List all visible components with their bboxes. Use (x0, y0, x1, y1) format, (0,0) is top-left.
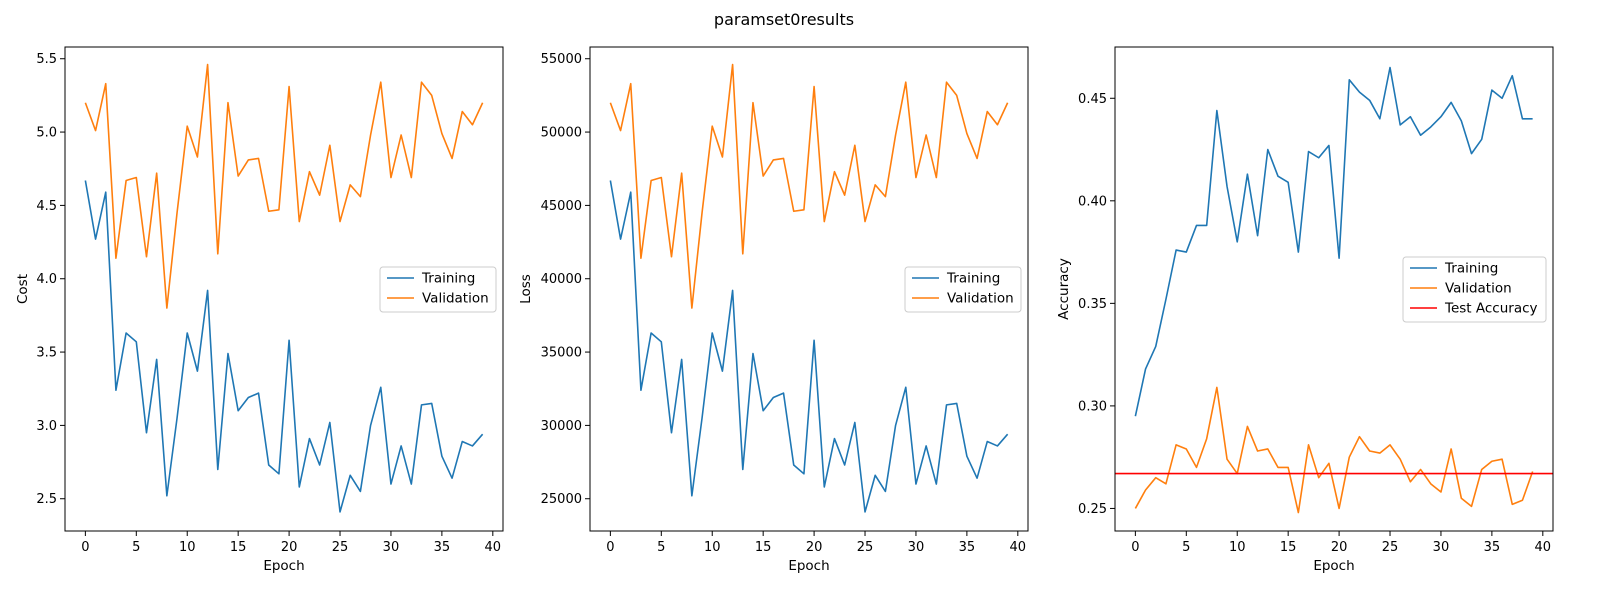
x-tick-label: 20 (281, 540, 298, 555)
legend: Training Validation (379, 266, 497, 313)
y-tick-label: 45000 (541, 199, 582, 214)
y-tick-label: 4.5 (36, 199, 57, 214)
x-tick-label: 35 (959, 540, 976, 555)
y-axis-label: Cost (15, 274, 31, 304)
y-tick-label: 55000 (541, 52, 582, 67)
x-axis-label: Epoch (263, 558, 304, 574)
x-tick-label: 15 (230, 540, 247, 555)
x-tick-label: 0 (81, 540, 89, 555)
x-tick-label: 25 (1382, 540, 1399, 555)
x-tick-label: 15 (755, 540, 772, 555)
series-line-validation (609, 63, 1009, 309)
x-tick-label: 0 (606, 540, 614, 555)
legend-label: Validation (422, 291, 489, 307)
y-tick-label: 5.5 (36, 52, 57, 67)
legend: Training Validation (904, 266, 1022, 313)
legend-label: Training (1444, 261, 1498, 277)
x-tick-label: 30 (383, 540, 400, 555)
y-tick-label: 0.25 (1078, 502, 1107, 517)
legend-label: Training (421, 271, 475, 287)
y-tick-label: 2.5 (36, 492, 57, 507)
cost-panel: 0 5 10 15 20 25 30 35 40 2.5 3.0 3.5 4.0 4.5 5.0 5.5 Epo… (15, 46, 504, 574)
x-axis-label: Epoch (1313, 558, 1354, 574)
x-tick-label: 20 (806, 540, 823, 555)
y-tick-label: 30000 (541, 419, 582, 434)
axes-frame (589, 46, 1029, 532)
x-tick-label: 10 (704, 540, 721, 555)
x-tick-label: 25 (857, 540, 874, 555)
x-tick-label: 25 (332, 540, 349, 555)
series-line-training (609, 180, 1009, 513)
x-tick-label: 15 (1280, 540, 1297, 555)
x-tick-label: 40 (1535, 540, 1552, 555)
x-tick-label: 30 (1433, 540, 1450, 555)
x-tick-label: 35 (1484, 540, 1501, 555)
x-tick-label: 5 (132, 540, 140, 555)
x-tick-label: 35 (434, 540, 451, 555)
y-tick-label: 40000 (541, 272, 582, 287)
y-tick-label: 0.40 (1078, 194, 1107, 209)
legend-label: Validation (947, 291, 1014, 307)
y-tick-label: 0.35 (1078, 297, 1107, 312)
x-tick-label: 40 (485, 540, 502, 555)
x-tick-label: 10 (179, 540, 196, 555)
y-tick-label: 4.0 (36, 272, 57, 287)
x-tick-label: 10 (1229, 540, 1246, 555)
y-tick-label: 50000 (541, 126, 582, 141)
y-axis-label: Accuracy (1056, 258, 1072, 320)
y-axis-label: Loss (518, 274, 534, 304)
y-tick-label: 0.45 (1078, 92, 1107, 107)
legend-box (1402, 256, 1547, 323)
legend-label: Validation (1445, 281, 1512, 297)
x-tick-label: 30 (908, 540, 925, 555)
axes-frame (64, 46, 504, 532)
y-tick-label: 5.0 (36, 126, 57, 141)
accuracy-panel: 0 5 10 15 20 25 30 35 40 0.25 0.30 0.35 0.40 0.45 Epoc… (1056, 46, 1554, 574)
y-tick-label: 3.0 (36, 419, 57, 434)
y-tick-label: 0.30 (1078, 399, 1107, 414)
axes-frame (1114, 46, 1554, 532)
x-tick-label: 20 (1331, 540, 1348, 555)
x-tick-label: 5 (657, 540, 665, 555)
series-line-validation (1134, 386, 1534, 514)
x-axis-label: Epoch (788, 558, 829, 574)
x-tick-label: 0 (1131, 540, 1139, 555)
series-line-validation (84, 63, 484, 309)
legend-label: Training (946, 271, 1000, 287)
y-tick-label: 35000 (541, 346, 582, 361)
x-tick-label: 40 (1010, 540, 1027, 555)
x-tick-label: 5 (1182, 540, 1190, 555)
loss-panel: 0 5 10 15 20 25 30 35 40 25000 30000 35000 40000 4500… (518, 46, 1029, 574)
series-line-training (1134, 66, 1533, 417)
series-line-training (84, 180, 484, 513)
y-tick-label: 25000 (541, 492, 582, 507)
figure-title: paramset0results (714, 10, 854, 29)
legend-label: Test Accuracy (1444, 301, 1538, 317)
legend: Training Validation Test Accuracy (1402, 256, 1547, 323)
y-tick-label: 3.5 (36, 346, 57, 361)
